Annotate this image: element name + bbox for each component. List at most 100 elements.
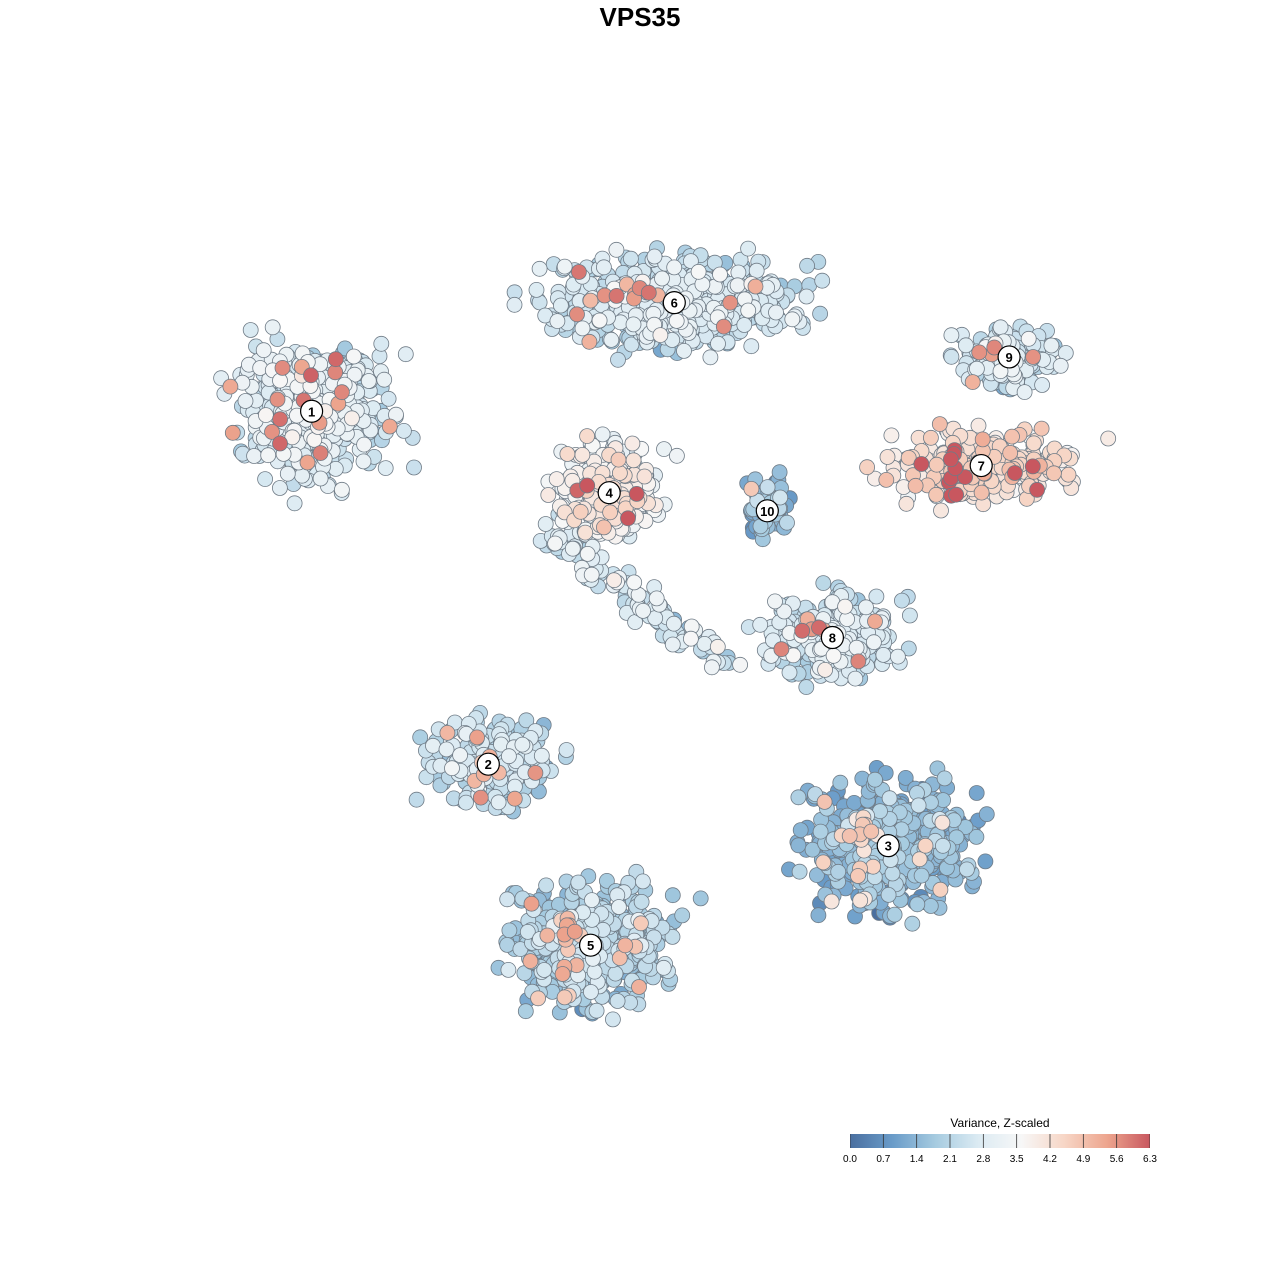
cell-point — [635, 873, 651, 890]
cell-point — [934, 814, 951, 831]
cell-point — [910, 797, 927, 814]
cell-point — [948, 486, 964, 503]
cell-point — [531, 260, 548, 277]
cell-point — [519, 924, 536, 940]
cell-point — [768, 304, 784, 321]
cell-point — [269, 391, 286, 408]
cell-point — [264, 319, 281, 336]
legend-tick-label: 0.7 — [876, 1154, 891, 1165]
cell-point — [620, 510, 636, 527]
cell-point — [810, 907, 827, 924]
cell-point — [812, 305, 828, 322]
cell-point — [948, 829, 965, 846]
cell-point — [748, 262, 765, 279]
cell-point — [406, 459, 422, 476]
cell-point — [890, 648, 906, 665]
cell-point — [978, 806, 995, 823]
cell-point — [640, 284, 657, 301]
cell-point — [377, 460, 394, 477]
cell-point — [635, 603, 651, 619]
cell-point — [355, 453, 372, 470]
data-points — [213, 240, 1117, 1028]
cell-point — [923, 429, 939, 446]
cell-point — [704, 659, 720, 676]
cell-point — [943, 327, 960, 344]
cell-point — [794, 622, 811, 639]
cell-point — [907, 477, 924, 494]
cell-point — [973, 484, 990, 501]
cell-point — [654, 270, 670, 287]
cell-point — [798, 679, 815, 695]
cell-point — [674, 907, 691, 924]
cell-point — [438, 741, 455, 758]
cell-point — [579, 477, 596, 494]
cell-point — [784, 311, 801, 328]
cell-point — [472, 789, 489, 806]
cell-point — [617, 937, 634, 954]
svg-text:9: 9 — [1005, 350, 1012, 365]
cell-point — [968, 829, 985, 845]
cell-point — [527, 765, 544, 781]
cell-point — [624, 435, 641, 452]
cell-point — [815, 854, 832, 871]
cell-point — [825, 647, 842, 664]
cell-point — [1016, 384, 1033, 401]
cell-point — [1034, 377, 1050, 393]
legend-tick-label: 1.4 — [909, 1154, 924, 1165]
cell-point — [381, 418, 398, 435]
cell-point — [847, 670, 864, 687]
cell-point — [395, 422, 412, 439]
cell-point — [584, 892, 600, 908]
cell-point — [327, 351, 344, 368]
cell-point — [815, 575, 832, 591]
cell-point — [588, 1002, 605, 1019]
cell-point — [848, 639, 865, 656]
cell-point — [1024, 458, 1041, 475]
cell-point — [804, 841, 821, 858]
cell-point — [549, 313, 566, 330]
cell-point — [772, 489, 789, 506]
cell-point — [1025, 349, 1041, 365]
cell-point — [333, 481, 350, 498]
cell-point — [1025, 435, 1042, 452]
legend-tick-label: 4.2 — [1043, 1154, 1057, 1165]
cell-point — [648, 590, 665, 607]
cell-point — [790, 837, 807, 854]
cell-point — [286, 495, 303, 512]
cell-point — [607, 965, 624, 982]
cell-point — [913, 456, 930, 472]
cell-point — [556, 989, 573, 1006]
cell-point — [299, 454, 316, 471]
legend-tick-label: 4.9 — [1076, 1154, 1091, 1165]
cell-point — [935, 837, 951, 854]
cell-point — [609, 993, 626, 1009]
cluster-label-1: 1 — [300, 399, 324, 423]
cell-point — [547, 535, 563, 552]
cell-point — [611, 899, 627, 915]
cell-point — [747, 278, 764, 295]
cell-point — [539, 927, 556, 944]
cell-point — [506, 790, 523, 807]
cell-point — [902, 607, 918, 624]
cell-point — [439, 725, 456, 741]
cluster-label-4: 4 — [597, 481, 621, 505]
cell-point — [501, 922, 518, 939]
cell-point — [817, 662, 833, 678]
cell-point — [830, 863, 847, 880]
cell-point — [809, 867, 825, 883]
cell-point — [452, 747, 469, 763]
legend-title: Variance, Z-scaled — [950, 1116, 1050, 1130]
cell-point — [271, 480, 288, 496]
svg-text:1: 1 — [308, 404, 315, 419]
cell-point — [626, 574, 643, 591]
cell-point — [579, 428, 595, 445]
cell-point — [652, 327, 669, 344]
cell-point — [558, 742, 575, 758]
cell-point — [878, 471, 895, 488]
cell-point — [499, 891, 516, 908]
cell-point — [729, 277, 746, 294]
cell-point — [356, 436, 373, 453]
cluster-label-2: 2 — [476, 752, 500, 776]
cell-point — [255, 342, 272, 359]
cell-point — [345, 348, 362, 365]
